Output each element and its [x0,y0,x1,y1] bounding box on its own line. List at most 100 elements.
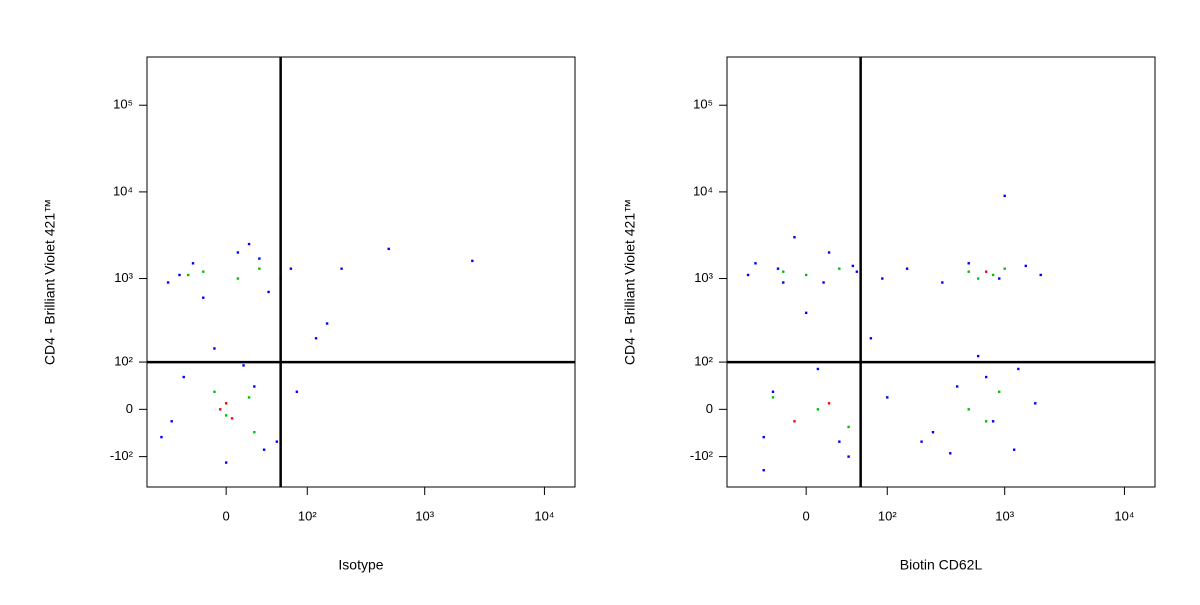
x-tick-label: 10³ [995,508,1014,523]
event-dot [793,420,796,423]
event-dot [762,469,765,472]
event-dot [253,430,256,434]
event-dot [202,296,205,299]
event-dot [187,273,190,277]
y-tick-label: 10⁵ [693,97,713,112]
event-dot [236,277,240,280]
x-tick-label: 10² [298,508,317,523]
event-dot [1012,448,1016,451]
event-dot [967,270,970,273]
event-dot [262,448,266,451]
event-dot [782,281,785,284]
event-dot [267,290,270,294]
y-tick-label: 0 [706,401,713,416]
event-dot [941,281,944,284]
event-dot [219,408,222,411]
x-tick-label: 0 [803,508,810,523]
event-dot [471,259,474,263]
event-dot [955,385,959,388]
event-dot [869,337,873,340]
event-dot [762,435,765,439]
event-dot [804,273,808,277]
event-dot [998,277,1001,280]
x-tick-label: 10³ [415,508,434,523]
x-tick-label: 10⁴ [1114,508,1134,523]
event-dot [191,262,195,265]
event-dot [881,277,884,280]
event-dot [170,420,173,423]
event-dot [213,390,216,393]
event-dot [984,375,988,379]
event-dot [178,273,181,277]
event-dot [1017,367,1020,371]
event-dot [202,270,205,273]
event-dot [886,396,889,399]
event-dot [325,322,329,325]
event-dot [224,402,228,405]
event-dot [804,311,808,315]
event-dot [754,262,757,265]
event-dot [776,267,780,270]
event-dot [976,277,980,280]
event-dot [822,281,825,284]
event-dot [230,417,234,420]
event-dot [247,242,251,246]
event-dot [991,420,995,423]
event-dot [967,262,970,265]
event-dot [920,440,923,443]
event-dot [224,414,228,417]
event-dot [746,273,750,277]
event-dot [949,452,952,455]
y-tick-label: 10⁴ [113,183,133,198]
y-tick-label: 10² [694,354,713,369]
y-tick-label: 10³ [694,270,713,285]
y-tick-label: 10³ [114,270,133,285]
y-axis-title: CD4 - Brilliant Violet 421™ [42,199,58,365]
y-tick-label: 10² [114,354,133,369]
event-dot [991,273,995,277]
event-dot [967,408,970,411]
event-dot [976,354,980,358]
event-dot [827,251,831,254]
plot: 0 10² 10³ 10⁴ -10² 0 10² 10³ 10⁴ 10⁵ Biotin CD62L C… [622,56,1156,573]
event-dot [340,267,343,270]
event-dot [1024,264,1027,268]
x-tick-label: 10² [878,508,897,523]
event-dot [166,281,170,284]
event-dot [258,257,261,260]
y-tick-label: -10² [110,448,134,463]
event-dot [160,435,163,439]
x-axis-title: Isotype [338,557,383,573]
event-dot [847,455,850,458]
plot-frame [146,56,576,488]
event-dot [771,396,775,399]
event-dot [253,385,256,388]
event-dot [1003,194,1006,198]
event-dot [793,236,796,239]
event-dot [275,440,279,443]
event-dot [247,396,251,399]
event-dot [847,425,850,429]
event-dot [905,267,909,270]
event-dot [242,364,245,367]
event-dot [816,367,820,371]
y-tick-label: 0 [126,401,133,416]
event-dot [984,420,988,423]
event-dot [1034,402,1037,405]
event-dot [236,251,240,254]
x-axis-title: Biotin CD62L [900,557,983,573]
y-tick-label: 10⁵ [113,97,133,112]
event-dot [771,390,775,393]
x-tick-label: 0 [223,508,230,523]
event-dot [838,440,841,443]
event-dot [998,390,1001,393]
event-dot [289,267,293,270]
event-dot [258,267,261,270]
event-dot [931,430,935,434]
event-dot [782,270,785,273]
event-dot [838,267,841,270]
event-dot [295,390,299,393]
event-dot [182,375,185,379]
event-dot [314,337,318,340]
event-dot [213,347,216,350]
